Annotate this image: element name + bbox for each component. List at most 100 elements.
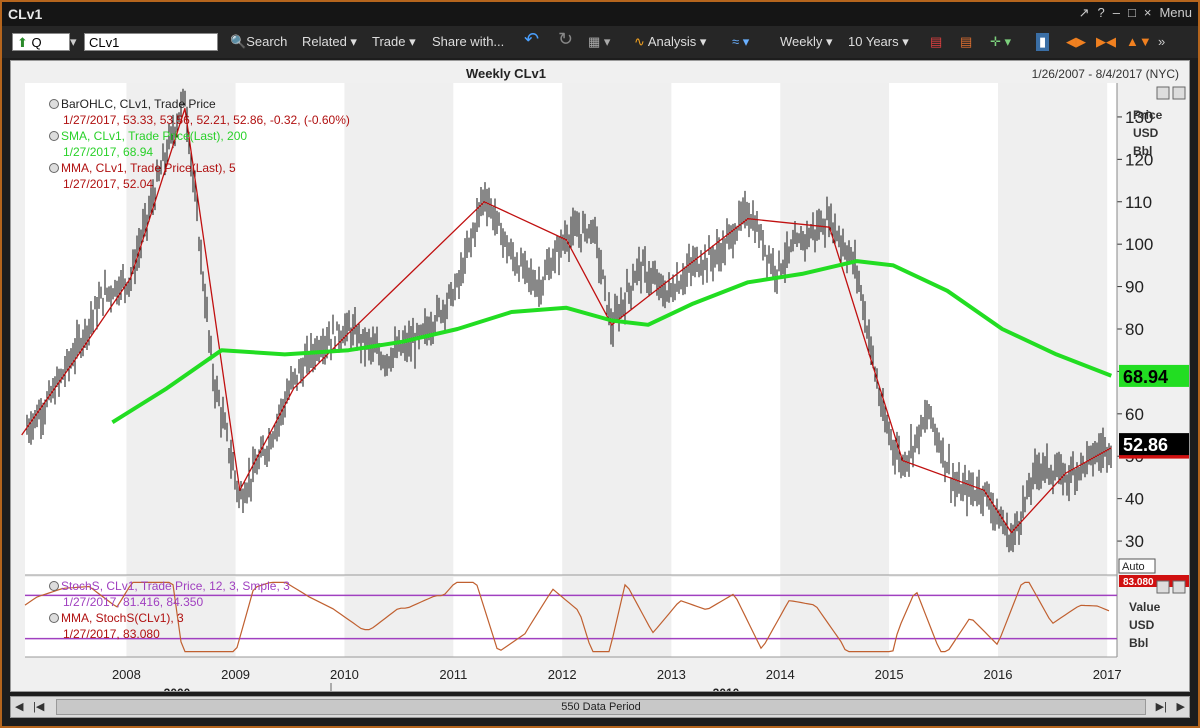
settings-icon[interactable] (49, 163, 59, 173)
settings-icon[interactable] (49, 581, 59, 591)
legend-sma-label: SMA, CLv1, Trade Price(Last), 200 (61, 129, 248, 143)
chart-type-icon[interactable]: ▮ (1036, 33, 1050, 51)
year-band (344, 83, 454, 657)
trade-label: Trade (372, 34, 406, 49)
scroll-icon[interactable]: ▲▼ (1126, 34, 1152, 49)
popout-icon[interactable]: ↗ (1078, 5, 1090, 20)
legend-stoch-mma-values: 1/27/2017, 83.080 (63, 627, 160, 641)
range-select[interactable]: 10 Years ▾ (848, 34, 909, 49)
menu-button[interactable]: Menu (1159, 5, 1192, 20)
y-tick-label: 90 (1125, 278, 1144, 297)
share-menu[interactable]: Share with... (432, 33, 504, 51)
symbol-input[interactable]: CLv1 (84, 33, 218, 51)
x-tick-label: 2009 (221, 667, 250, 682)
help-icon[interactable]: ? (1097, 5, 1105, 20)
stoch-axis-header: Bbl (1129, 636, 1148, 650)
settings-icon[interactable] (49, 131, 59, 141)
y-tick-label: 100 (1125, 235, 1153, 254)
symbol-prefix-select[interactable]: ⬆ Q (12, 33, 70, 51)
x-tick-label: 2016 (984, 667, 1013, 682)
x-tick-label: 2015 (875, 667, 904, 682)
auto-label: Auto (1122, 561, 1145, 573)
year-band (126, 83, 236, 657)
legend-sma[interactable]: SMA, CLv1, Trade Price(Last), 200 (49, 128, 350, 144)
pane-close-icon[interactable] (1172, 86, 1186, 100)
chart-plot[interactable]: 2008 2009 2010 2011 2012 2013 2014 2015 2016 2017… (11, 83, 1189, 691)
candle-chart-icon[interactable]: ▤ (960, 34, 973, 49)
chart-pane: Weekly CLv1 1/26/2007 - 8/4/2017 (NYC) 2… (10, 60, 1190, 692)
analysis-menu[interactable]: ∿ Analysis ▾ (634, 34, 707, 49)
price-legend: BarOHLC, CLv1, Trade Price 1/27/2017, 53… (49, 96, 350, 192)
stoch-value-tag-bg (1119, 575, 1189, 587)
maximize-icon[interactable]: □ (1128, 5, 1136, 20)
x-tick-label: 2011 (439, 667, 467, 682)
stoch-value-tag: 83.080 (1123, 577, 1154, 588)
y-tick-label: 120 (1125, 150, 1153, 169)
search-label: Search (246, 34, 288, 49)
zoom-in-icon[interactable]: ◀▶ (1066, 34, 1086, 49)
y-tick-label: 60 (1125, 405, 1144, 424)
search-button[interactable]: 🔍Search (230, 33, 287, 51)
undo-icon[interactable]: ↶ (524, 29, 540, 49)
close-icon[interactable]: × (1143, 5, 1152, 20)
stoch-close-icon[interactable] (1172, 580, 1186, 594)
more-icon[interactable]: » (1158, 34, 1166, 49)
scroll-thumb[interactable]: 550 Data Period (56, 699, 1146, 715)
year-band (997, 83, 1108, 657)
related-menu[interactable]: Related ▾ (302, 34, 357, 49)
decade-label: 2000 (164, 686, 191, 691)
y-tick-label: 80 (1125, 320, 1144, 339)
last-price-tag-bg (1119, 433, 1189, 456)
layout-icon[interactable]: ▦ ▾ (588, 34, 611, 49)
zoom-out-icon[interactable]: ▶◀ (1096, 34, 1116, 49)
line-chart-icon[interactable]: ▤ (930, 34, 943, 49)
analysis-label: Analysis (647, 34, 697, 49)
x-tick-label: 2008 (112, 667, 141, 682)
stoch-axis-header: Value (1129, 600, 1161, 614)
settings-icon[interactable] (49, 99, 59, 109)
search-icon: 🔍 (230, 34, 247, 49)
scroll-left-icon[interactable]: ◀ (15, 701, 24, 713)
legend-bar-label: BarOHLC, CLv1, Trade Price (61, 97, 216, 111)
legend-bar-values: 1/27/2017, 53.33, 53.56, 52.21, 52.86, -… (63, 113, 350, 127)
chart-date-range: 1/26/2007 - 8/4/2017 (NYC) (1031, 67, 1179, 81)
scroll-right-icon[interactable]: ▶ (1176, 701, 1185, 713)
price-axis-header: USD (1133, 126, 1159, 140)
range-label: 10 Years (848, 34, 899, 49)
legend-sma-values: 1/27/2017, 68.94 (63, 145, 154, 159)
scroll-start-icon[interactable]: |◀ (33, 701, 45, 713)
x-tick-label: 2013 (657, 667, 686, 682)
y-tick-label: 40 (1125, 490, 1144, 509)
analysis-icon: ∿ (634, 34, 645, 49)
decade-label: 2010 (713, 686, 740, 691)
time-scrollbar[interactable]: ◀ |◀ 550 Data Period ▶| ▶ (10, 696, 1190, 718)
trade-menu[interactable]: Trade ▾ (372, 34, 416, 49)
legend-mma[interactable]: MMA, CLv1, Trade Price(Last), 5 (49, 160, 350, 176)
settings-icon[interactable] (49, 613, 59, 623)
last-price-tag: 52.86 (1123, 435, 1168, 455)
y-tick-label: 130 (1125, 108, 1153, 127)
interval-label: Weekly (780, 34, 823, 49)
pane-restore-icon[interactable] (1156, 86, 1170, 100)
stoch-restore-icon[interactable] (1156, 580, 1170, 594)
legend-stoch-mma[interactable]: MMA, StochS(CLv1), 3 (49, 610, 290, 626)
scroll-end-icon[interactable]: ▶| (1155, 701, 1167, 713)
sma-line (111, 259, 1113, 424)
legend-stoch[interactable]: StochS, CLv1, Trade Price, 12, 3, Smple,… (49, 578, 290, 594)
sma-price-tag-bg (1119, 364, 1189, 387)
related-label: Related (302, 34, 347, 49)
refresh-icon[interactable]: ↻ (558, 29, 574, 49)
legend-stoch-label: StochS, CLv1, Trade Price, 12, 3, Smple,… (61, 579, 290, 593)
legend-bar[interactable]: BarOHLC, CLv1, Trade Price (49, 96, 350, 112)
sma-price-tag: 68.94 (1123, 367, 1168, 387)
mma-line (21, 107, 1112, 534)
price-axis-header: Bbl (1133, 144, 1152, 158)
crosshair-icon[interactable]: ✛ ▾ (990, 34, 1012, 49)
legend-mma-values: 1/27/2017, 52.04 (63, 177, 154, 191)
wave-icon[interactable]: ≈ ▾ (732, 34, 750, 49)
chevron-down-icon[interactable]: ▾ (70, 34, 77, 49)
chart-title: Weekly CLv1 (466, 66, 546, 81)
minimize-icon[interactable]: – (1112, 5, 1121, 20)
interval-select[interactable]: Weekly ▾ (780, 34, 833, 49)
